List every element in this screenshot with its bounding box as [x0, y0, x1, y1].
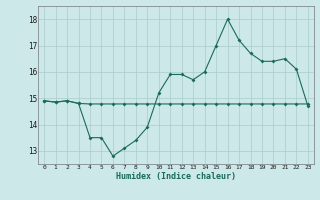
X-axis label: Humidex (Indice chaleur): Humidex (Indice chaleur) — [116, 172, 236, 181]
